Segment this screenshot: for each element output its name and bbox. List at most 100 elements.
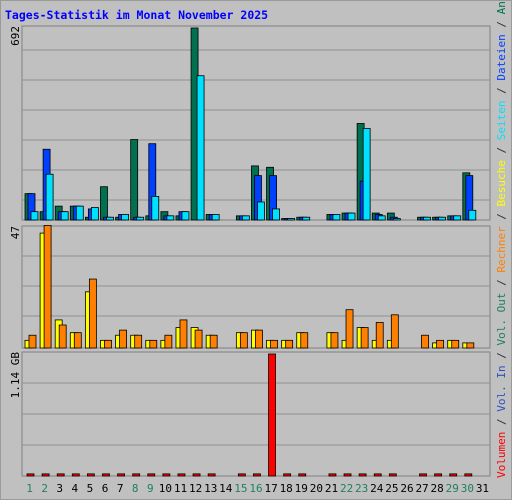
bar-top-seiten-day-1 [30, 211, 39, 221]
x-tick-day-31: 31 [476, 482, 489, 495]
bar-bottom-volumen-day-10 [162, 473, 171, 477]
bar-middle-rechner-day-22 [345, 309, 354, 349]
x-tick-day-25: 25 [385, 482, 398, 495]
bar-bottom-volumen-day-17 [268, 353, 276, 477]
bar-bottom-volumen-day-5 [86, 473, 95, 477]
bar-bottom-volumen-day-25 [388, 473, 397, 477]
x-tick-day-24: 24 [370, 482, 384, 495]
bar-bottom-volumen-day-21 [328, 473, 337, 477]
bar-top-anfragen-day-6 [100, 186, 108, 221]
x-tick-day-12: 12 [189, 482, 202, 495]
x-tick-day-19: 19 [295, 482, 308, 495]
bar-middle-rechner-day-3 [58, 324, 67, 349]
x-tick-day-22: 22 [340, 482, 353, 495]
x-tick-day-1: 1 [26, 482, 33, 495]
bar-middle-rechner-day-28 [436, 339, 445, 349]
bar-top-seiten-day-13 [211, 214, 220, 221]
bar-top-anfragen-day-8 [130, 139, 139, 221]
bar-bottom-volumen-day-22 [343, 473, 352, 477]
panel-middle-max-label: 47 [9, 226, 22, 239]
bar-top-seiten-day-17 [272, 208, 280, 221]
bar-top-seiten-day-28 [438, 216, 447, 221]
bar-top-seiten-day-9 [151, 196, 160, 221]
x-tick-day-27: 27 [415, 482, 428, 495]
bar-bottom-volumen-day-9 [147, 473, 156, 477]
bar-top-seiten-day-10 [166, 215, 175, 221]
bar-top-seiten-day-24 [377, 215, 386, 221]
bar-middle-rechner-day-29 [451, 339, 460, 349]
bar-middle-rechner-day-8 [134, 334, 143, 349]
bar-bottom-volumen-day-3 [56, 473, 65, 477]
bar-top-seiten-day-18 [287, 218, 296, 221]
x-tick-day-3: 3 [56, 482, 63, 495]
bar-bottom-volumen-day-15 [237, 473, 246, 477]
legend-part-5: / [495, 273, 508, 293]
bar-bottom-volumen-day-8 [132, 473, 141, 477]
bar-top-seiten-day-19 [302, 216, 311, 221]
bar-top-seiten-day-6 [106, 216, 114, 221]
bar-middle-rechner-day-12 [194, 329, 203, 349]
x-tick-day-18: 18 [280, 482, 293, 495]
bar-bottom-volumen-day-12 [192, 473, 201, 477]
bar-middle-rechner-day-13 [209, 334, 218, 349]
x-tick-day-14: 14 [219, 482, 233, 495]
bar-middle-rechner-day-24 [375, 322, 384, 349]
x-tick-day-7: 7 [117, 482, 124, 495]
bar-bottom-volumen-day-29 [449, 473, 458, 477]
bar-top-seiten-day-27 [423, 216, 431, 221]
bar-middle-rechner-day-21 [330, 332, 339, 349]
x-tick-day-6: 6 [102, 482, 109, 495]
legend-part-10: Seiten [495, 100, 508, 140]
bar-middle-rechner-day-27 [421, 334, 429, 349]
bar-top-seiten-day-16 [257, 201, 265, 221]
bar-middle-rechner-day-1 [28, 334, 37, 349]
x-tick-day-20: 20 [310, 482, 323, 495]
x-tick-day-9: 9 [147, 482, 154, 495]
panel-bottom-max-label: 1.14 GB [9, 352, 22, 399]
x-tick-day-15: 15 [234, 482, 247, 495]
bar-middle-rechner-day-17 [270, 339, 278, 349]
bar-middle-rechner-day-25 [390, 314, 399, 349]
x-tick-day-28: 28 [431, 482, 444, 495]
x-tick-day-8: 8 [132, 482, 139, 495]
x-tick-day-21: 21 [325, 482, 338, 495]
x-tick-day-11: 11 [174, 482, 187, 495]
legend-part-2: Vol. In [495, 365, 508, 411]
x-tick-day-4: 4 [72, 482, 79, 495]
bar-middle-rechner-day-10 [164, 334, 173, 349]
bar-top-seiten-day-23 [362, 128, 371, 221]
bar-bottom-volumen-day-18 [283, 473, 292, 477]
x-tick-day-17: 17 [264, 482, 277, 495]
bar-bottom-volumen-day-4 [71, 473, 80, 477]
bar-top-seiten-day-11 [181, 211, 190, 221]
bar-bottom-volumen-day-1 [26, 473, 35, 477]
bar-top-seiten-day-25 [392, 218, 401, 221]
bar-middle-rechner-day-7 [119, 329, 127, 349]
bar-top-seiten-day-5 [90, 207, 99, 221]
panel-top-max-label: 692 [9, 26, 22, 46]
legend-part-8: Besuche [495, 160, 508, 206]
bar-top-seiten-day-8 [136, 216, 145, 221]
legend-part-6: Rechner [495, 226, 508, 273]
bar-bottom-volumen-day-28 [434, 473, 443, 477]
bar-top-seiten-day-15 [241, 215, 250, 221]
bar-middle-rechner-day-18 [285, 339, 294, 349]
bar-top-seiten-day-29 [453, 215, 462, 221]
bar-bottom-volumen-day-16 [253, 473, 261, 477]
x-tick-day-26: 26 [400, 482, 413, 495]
bar-middle-rechner-day-30 [466, 342, 475, 349]
x-tick-day-30: 30 [461, 482, 474, 495]
bar-bottom-volumen-day-27 [419, 473, 427, 477]
bar-bottom-volumen-day-24 [373, 473, 382, 477]
x-tick-day-16: 16 [249, 482, 262, 495]
legend-part-12: Dateien [495, 34, 508, 80]
legend-part-7: / [495, 206, 508, 226]
bar-middle-rechner-day-6 [104, 339, 112, 349]
legend-part-11: / [495, 81, 508, 101]
bar-top-seiten-day-7 [121, 214, 129, 221]
x-tick-day-23: 23 [355, 482, 368, 495]
bar-middle-rechner-day-5 [88, 278, 97, 349]
